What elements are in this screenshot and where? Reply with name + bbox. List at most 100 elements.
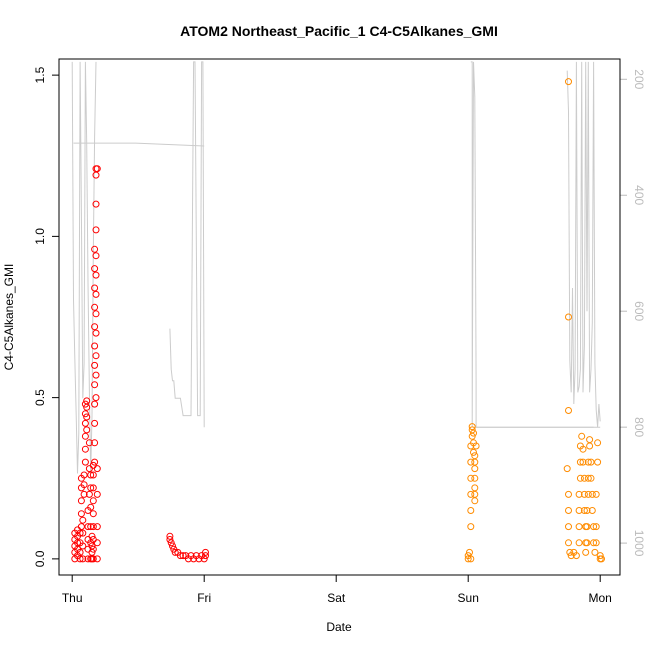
data-point	[592, 490, 600, 498]
data-point	[565, 78, 572, 86]
data-point	[89, 523, 97, 531]
altitude-line-3	[470, 61, 594, 428]
data-point	[592, 523, 600, 531]
data-point	[91, 265, 99, 273]
data-point	[598, 555, 605, 563]
chart-title: ATOM2 Northeast_Pacific_1 C4-C5Alkanes_G…	[180, 23, 498, 39]
altitude-line-5	[566, 61, 601, 428]
data-point	[576, 458, 584, 466]
data-point	[566, 548, 574, 556]
y-axis-title: C4-C5Alkanes_GMI	[2, 264, 16, 371]
y-tick-label: 0.5	[33, 389, 47, 406]
data-point	[202, 552, 209, 560]
data-point	[464, 555, 472, 563]
data-point	[579, 458, 587, 466]
data-point	[92, 226, 100, 234]
data-point	[590, 523, 598, 531]
data-point	[471, 474, 479, 482]
plot-frame	[58, 58, 621, 576]
data-point	[93, 523, 101, 531]
data-point	[166, 536, 174, 543]
data-point	[88, 532, 96, 540]
y2-tick-label: 200	[632, 69, 646, 89]
data-point	[91, 245, 99, 253]
data-point	[467, 458, 475, 466]
data-point	[91, 284, 99, 292]
data-point	[583, 539, 591, 547]
data-point	[565, 313, 572, 321]
data-point	[575, 539, 583, 547]
data-point	[588, 507, 596, 514]
data-point	[93, 555, 101, 563]
data-point	[91, 458, 99, 466]
data-point	[466, 548, 473, 556]
y2-tick-label: 400	[632, 185, 646, 205]
data-point	[81, 410, 89, 418]
data-point	[79, 529, 87, 537]
y-tick-label: 1.0	[33, 228, 47, 245]
data-point	[89, 497, 97, 505]
data-point	[594, 458, 602, 466]
data-point	[91, 361, 99, 369]
data-point	[84, 523, 92, 531]
data-point	[468, 426, 476, 434]
data-point	[91, 342, 99, 350]
y2-tick-label: 800	[632, 417, 646, 437]
data-point	[565, 490, 572, 498]
data-point	[583, 507, 591, 514]
x-tick-label: Mon	[589, 591, 612, 605]
data-point	[92, 200, 100, 208]
data-point	[565, 507, 572, 514]
data-point	[584, 458, 592, 466]
data-point	[79, 516, 87, 524]
data-point	[583, 523, 591, 531]
data-point	[166, 532, 174, 540]
data-point	[586, 442, 594, 450]
data-point	[85, 465, 93, 473]
data-point	[588, 490, 596, 498]
data-point	[579, 445, 587, 453]
data-point	[93, 539, 101, 547]
data-point	[467, 474, 475, 482]
data-point	[202, 548, 209, 556]
y2-tick-label: 600	[632, 301, 646, 321]
data-point	[584, 474, 592, 482]
data-point	[169, 542, 176, 550]
data-point	[81, 400, 89, 408]
data-point	[471, 465, 479, 473]
data-point	[92, 394, 100, 402]
data-point	[594, 439, 602, 447]
data-point	[471, 452, 479, 460]
altitude-line-1	[73, 142, 205, 147]
data-point	[563, 465, 571, 473]
data-point	[84, 555, 92, 563]
data-point	[565, 539, 572, 547]
data-point	[580, 507, 588, 514]
data-point	[587, 458, 595, 466]
data-point	[80, 471, 88, 479]
data-point	[91, 303, 99, 311]
y-tick-label: 0.0	[33, 550, 47, 567]
data-point	[79, 555, 87, 563]
data-point	[91, 381, 99, 389]
data-point	[167, 539, 175, 547]
altitude-line-2	[169, 61, 205, 428]
data-point	[81, 419, 89, 427]
data-point	[565, 523, 572, 531]
data-point	[85, 439, 93, 447]
data-point	[89, 484, 97, 492]
data-point	[200, 555, 208, 563]
data-point	[77, 497, 85, 505]
data-point	[92, 271, 100, 279]
data-point	[80, 490, 88, 498]
data-point	[91, 323, 99, 331]
x-tick-label: Sun	[458, 591, 479, 605]
x-tick-label: Thu	[62, 591, 83, 605]
data-point	[88, 542, 96, 550]
data-point	[76, 529, 84, 537]
data-point	[578, 432, 586, 440]
data-point	[575, 523, 583, 531]
data-point	[92, 371, 100, 379]
data-point	[472, 442, 480, 450]
data-point	[580, 490, 588, 498]
